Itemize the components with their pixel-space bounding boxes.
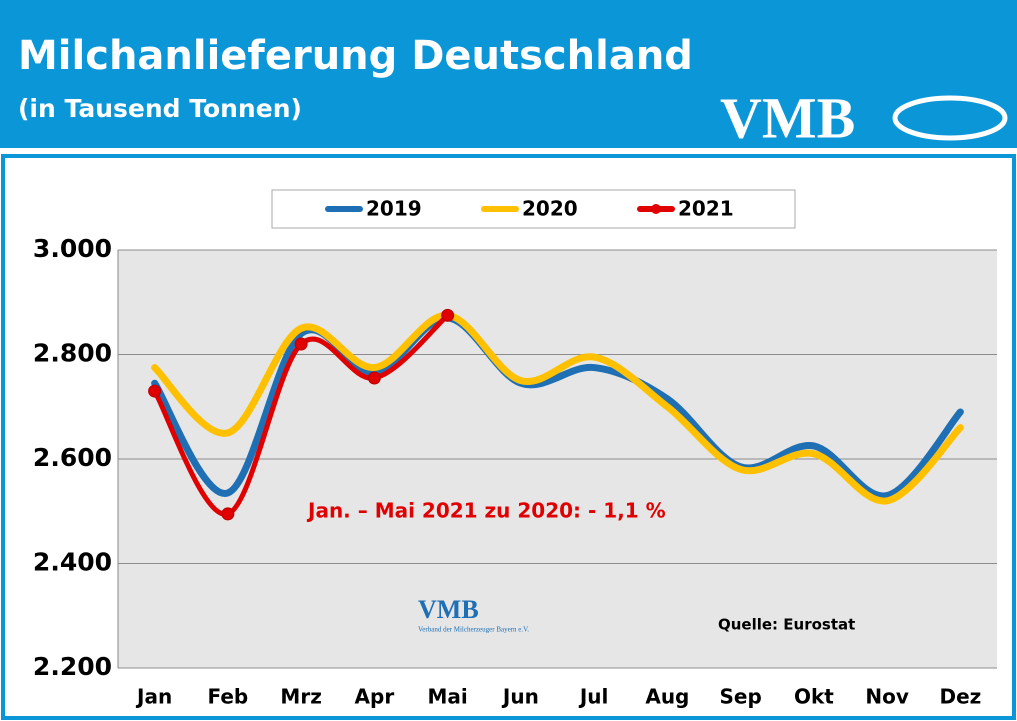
series-line — [151, 311, 964, 505]
series-marker — [367, 371, 381, 385]
x-tick-label: Dez — [939, 685, 981, 709]
x-tick-label: Sep — [719, 685, 761, 709]
x-tick-label: Okt — [794, 685, 834, 709]
legend-label: 2020 — [522, 197, 578, 221]
x-tick-label: Mrz — [280, 685, 321, 709]
x-tick-label: Jul — [578, 685, 609, 709]
series-line — [152, 312, 451, 517]
legend-label: 2019 — [366, 197, 422, 221]
y-tick-label: 3.000 — [33, 234, 112, 263]
series-marker — [441, 308, 455, 322]
series-marker — [148, 384, 162, 398]
series-marker — [294, 337, 308, 351]
logo: VMB — [720, 85, 855, 150]
x-tick-label: Jun — [501, 685, 539, 709]
watermark-sub: Verband der Milcherzeuger Bayern e.V. — [418, 626, 529, 634]
x-tick-label: Nov — [865, 685, 909, 709]
x-tick-label: Apr — [355, 685, 395, 709]
logo-swirl — [892, 95, 1008, 141]
x-tick-label: Aug — [645, 685, 689, 709]
x-tick-label: Jan — [135, 685, 172, 709]
header-band — [0, 0, 1017, 148]
watermark: VMB — [418, 595, 479, 624]
subtitle: (in Tausend Tonnen) — [18, 94, 302, 123]
annotation: Jan. – Mai 2021 zu 2020: - 1,1 % — [306, 499, 666, 523]
y-tick-label: 2.200 — [33, 652, 112, 681]
x-tick-label: Mai — [427, 685, 467, 709]
legend-label: 2021 — [678, 197, 734, 221]
legend-marker — [651, 204, 661, 214]
y-tick-label: 2.600 — [33, 443, 112, 472]
y-tick-label: 2.800 — [33, 339, 112, 368]
title: Milchanlieferung Deutschland — [18, 33, 693, 79]
x-tick-label: Feb — [208, 685, 249, 709]
y-tick-label: 2.400 — [33, 548, 112, 577]
series-marker — [221, 507, 235, 521]
source: Quelle: Eurostat — [718, 616, 855, 634]
